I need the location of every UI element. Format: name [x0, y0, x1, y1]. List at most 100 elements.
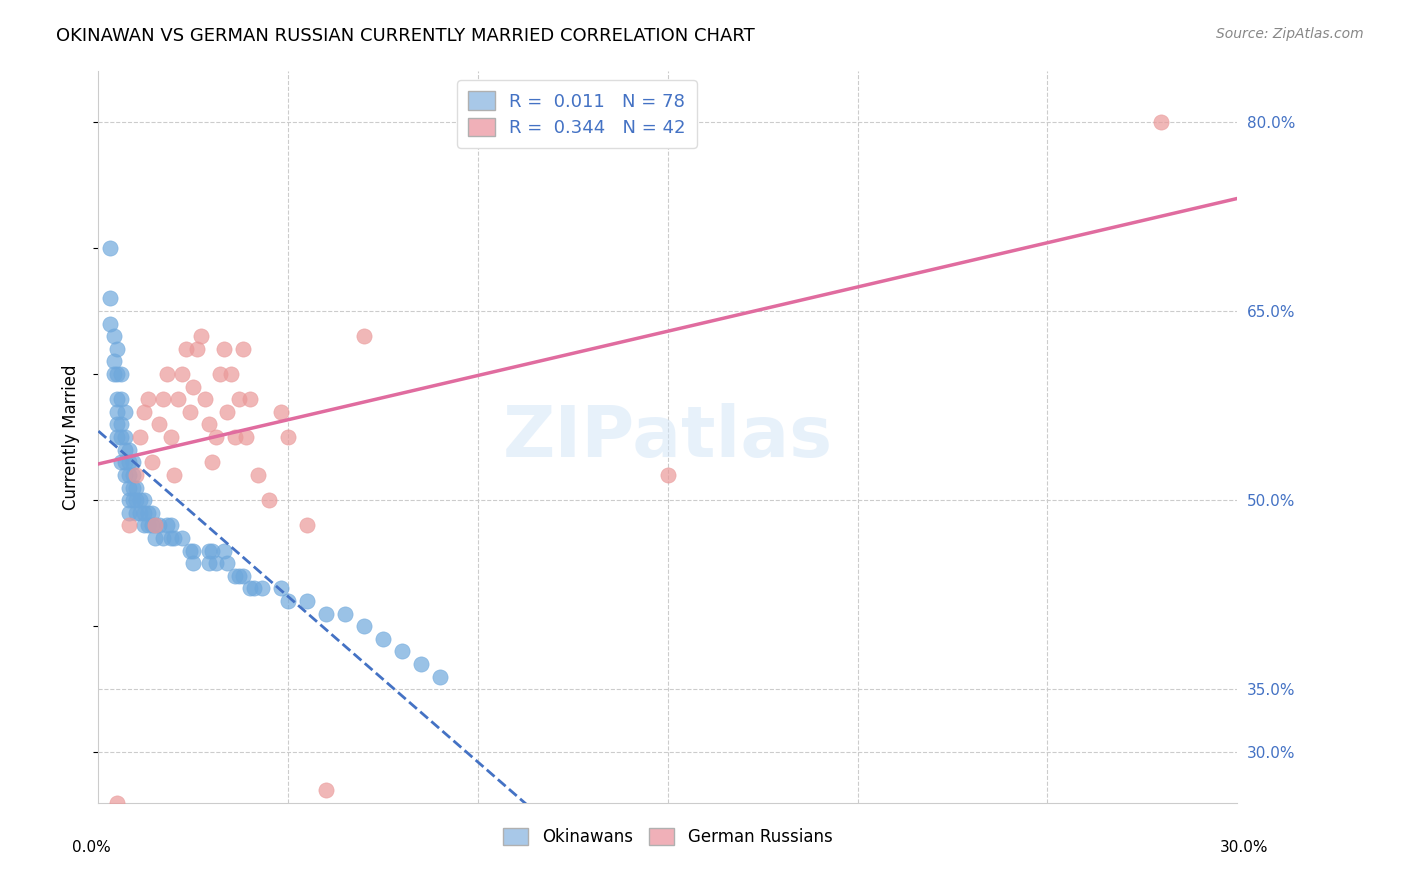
Point — [114, 467, 136, 482]
Point — [141, 506, 163, 520]
Point — [315, 607, 337, 621]
Point — [429, 670, 451, 684]
Point — [277, 594, 299, 608]
Point — [145, 531, 167, 545]
Point — [335, 607, 357, 621]
Point — [232, 569, 254, 583]
Point — [228, 569, 250, 583]
Point — [297, 594, 319, 608]
Point — [201, 543, 224, 558]
Point — [217, 405, 239, 419]
Point — [118, 481, 141, 495]
Point — [145, 518, 167, 533]
Text: Source: ZipAtlas.com: Source: ZipAtlas.com — [1216, 27, 1364, 41]
Point — [114, 442, 136, 457]
Point — [129, 430, 152, 444]
Legend: Okinawans, German Russians: Okinawans, German Russians — [496, 822, 839, 853]
Point — [121, 481, 143, 495]
Point — [148, 417, 170, 432]
Point — [208, 367, 231, 381]
Point — [170, 367, 193, 381]
Point — [98, 241, 121, 255]
Point — [125, 467, 148, 482]
Point — [98, 291, 121, 305]
Point — [110, 455, 132, 469]
Point — [391, 644, 413, 658]
Point — [239, 582, 262, 596]
Point — [152, 531, 174, 545]
Point — [190, 329, 212, 343]
Point — [270, 405, 292, 419]
Point — [156, 367, 179, 381]
Point — [121, 455, 143, 469]
Text: 0.0%: 0.0% — [72, 840, 111, 855]
Point — [152, 392, 174, 407]
Point — [224, 569, 246, 583]
Point — [212, 342, 235, 356]
Point — [232, 342, 254, 356]
Point — [132, 405, 155, 419]
Point — [183, 543, 205, 558]
Point — [118, 455, 141, 469]
Point — [197, 543, 219, 558]
Point — [125, 506, 148, 520]
Point — [353, 329, 375, 343]
Point — [110, 392, 132, 407]
Point — [246, 467, 269, 482]
Point — [163, 531, 186, 545]
Point — [197, 417, 219, 432]
Point — [243, 582, 266, 596]
Point — [103, 367, 125, 381]
Point — [183, 556, 205, 570]
Point — [141, 518, 163, 533]
Point — [179, 405, 201, 419]
Point — [205, 430, 228, 444]
Point — [118, 467, 141, 482]
Point — [129, 493, 152, 508]
Point — [174, 342, 197, 356]
Point — [107, 417, 129, 432]
Point — [353, 619, 375, 633]
Point — [145, 518, 167, 533]
Point — [125, 493, 148, 508]
Point — [197, 556, 219, 570]
Point — [250, 582, 273, 596]
Point — [107, 796, 129, 810]
Point — [114, 405, 136, 419]
Point — [103, 329, 125, 343]
Point — [179, 543, 201, 558]
Point — [110, 430, 132, 444]
Point — [159, 518, 181, 533]
Point — [110, 367, 132, 381]
Point — [107, 342, 129, 356]
Point — [217, 556, 239, 570]
Point — [129, 506, 152, 520]
Text: ZIPatlas: ZIPatlas — [503, 402, 832, 472]
Point — [107, 392, 129, 407]
Point — [132, 493, 155, 508]
Point — [170, 531, 193, 545]
Point — [186, 342, 208, 356]
Point — [212, 543, 235, 558]
Point — [114, 430, 136, 444]
Point — [121, 493, 143, 508]
Point — [201, 455, 224, 469]
Point — [118, 442, 141, 457]
Point — [98, 317, 121, 331]
Point — [228, 392, 250, 407]
Point — [277, 430, 299, 444]
Point — [114, 455, 136, 469]
Point — [224, 430, 246, 444]
Point — [107, 430, 129, 444]
Point — [259, 493, 281, 508]
Point — [235, 430, 257, 444]
Text: OKINAWAN VS GERMAN RUSSIAN CURRENTLY MARRIED CORRELATION CHART: OKINAWAN VS GERMAN RUSSIAN CURRENTLY MAR… — [56, 27, 755, 45]
Point — [239, 392, 262, 407]
Point — [118, 518, 141, 533]
Point — [315, 783, 337, 797]
Point — [136, 392, 159, 407]
Point — [125, 481, 148, 495]
Point — [103, 354, 125, 368]
Point — [159, 430, 181, 444]
Y-axis label: Currently Married: Currently Married — [62, 364, 80, 510]
